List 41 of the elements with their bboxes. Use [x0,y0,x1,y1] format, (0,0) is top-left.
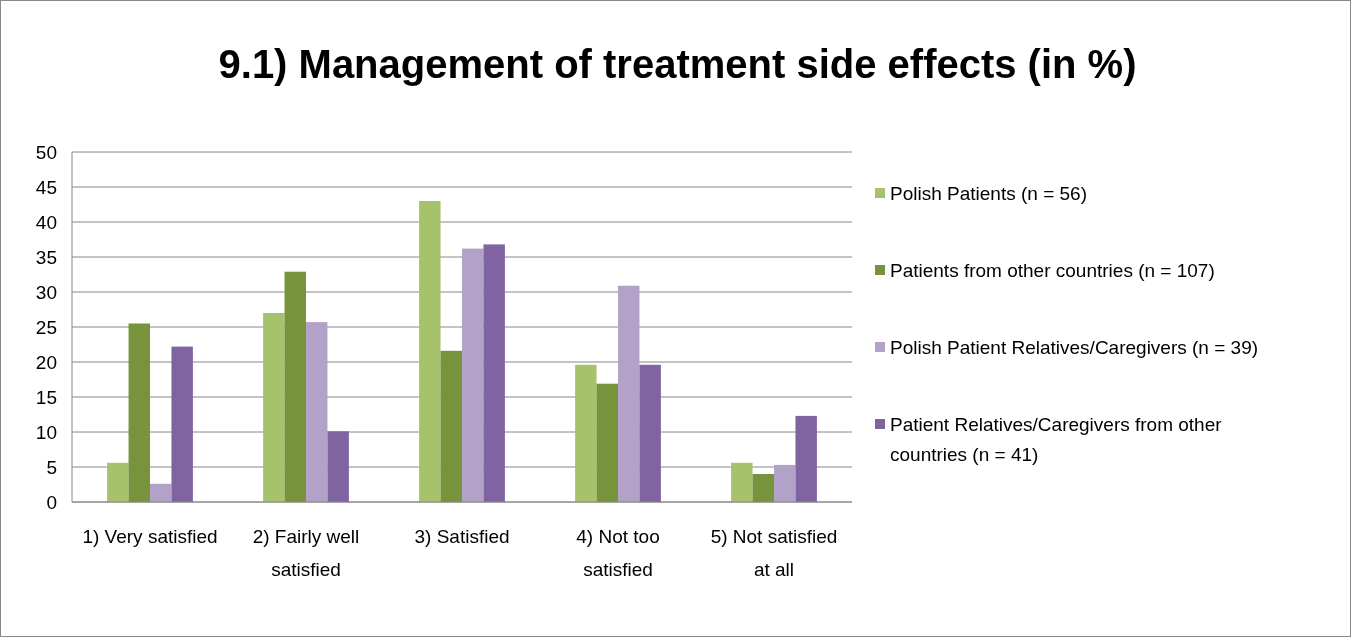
legend-label: Patients from other countries (n = 107) [890,259,1215,281]
bar [284,271,306,502]
y-tick-label: 15 [35,386,57,408]
legend-label: Patient Relatives/Caregivers from other countries (n = 41) [890,413,1223,465]
y-tick-label: 20 [35,351,57,373]
bar [483,244,505,502]
x-tick-label: 1) Very satisfied [82,526,218,547]
y-tick-label: 45 [35,176,57,198]
y-tick-label: 10 [35,421,57,443]
y-tick-label: 50 [35,141,57,163]
bar [171,346,193,502]
bar [618,285,640,502]
y-tick-label: 0 [46,491,57,513]
bar [327,431,349,502]
x-tick-label: 5) Not satisfied at all [710,526,838,580]
bar [150,483,172,502]
y-tick-label: 40 [35,211,57,233]
y-tick-label: 5 [46,456,57,478]
bar [575,364,597,502]
bar [639,364,661,502]
bar [440,350,462,502]
legend-label: Polish Patients (n = 56) [890,182,1087,204]
y-tick-label: 25 [35,316,57,338]
x-tick-label: 2) Fairly well satisfied [252,526,360,580]
bar [419,201,441,502]
bar [107,462,129,502]
y-tick-label: 30 [35,281,57,303]
bar [752,474,774,502]
bar [774,464,796,502]
bar [306,322,328,502]
bar [731,462,753,502]
bar [128,323,150,502]
x-tick-label: 4) Not too satisfied [576,526,660,580]
y-tick-label: 35 [35,246,57,268]
x-tick-label: 3) Satisfied [414,526,510,547]
bar [462,248,484,502]
chart-title: 9.1) Management of treatment side effects (in %) [218,42,1137,86]
bar [596,383,618,502]
bar [263,313,285,502]
legend-label: Polish Patient Relatives/Caregivers (n = 39) [890,336,1259,358]
bar [795,415,817,502]
